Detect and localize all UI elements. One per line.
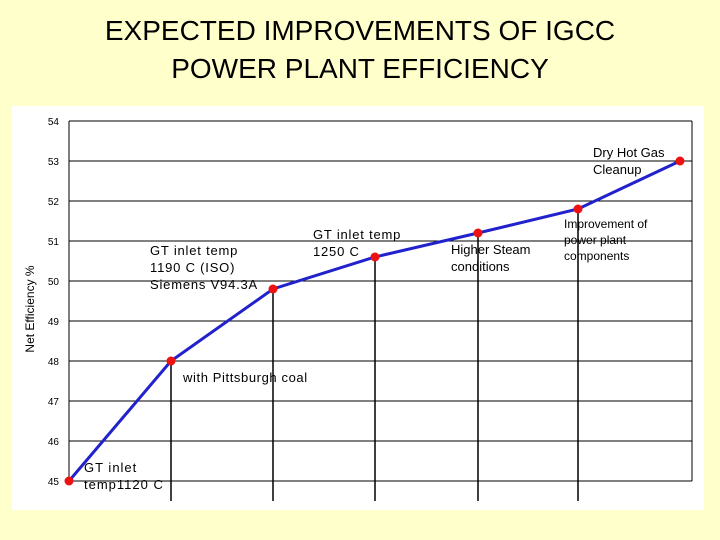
data-point [573, 204, 583, 214]
data-point [370, 252, 380, 262]
y-tick-label: 53 [48, 157, 60, 168]
annotation-line: 1190 C (ISO) [150, 260, 235, 275]
data-point [473, 228, 483, 238]
annotation-line: power plant [564, 233, 627, 247]
data-point [64, 476, 74, 486]
annotation-line: Siemens V94.3A [150, 277, 258, 292]
y-tick-label: 46 [48, 437, 60, 448]
y-tick-label: 48 [48, 357, 60, 368]
annotation-line: Higher Steam [451, 242, 530, 257]
y-tick-label: 50 [48, 277, 60, 288]
annotation-label: GT inlet temp 1190 C (ISO) Siemens V94.3A [150, 243, 258, 292]
data-point [268, 284, 278, 294]
y-tick-label: 45 [48, 477, 60, 488]
chart-area: 54 53 52 51 50 49 48 47 46 45 Net Efficiency % GT … [12, 106, 704, 510]
annotation-label: GT inlet temp 1250 C [313, 227, 401, 259]
annotation-line: components [564, 249, 629, 263]
y-axis-label: Net Efficiency % [23, 265, 37, 352]
annotation-line: temp1120 C [84, 477, 164, 492]
annotation-label: Dry Hot Gas Cleanup [593, 145, 665, 177]
annotation-label: with Pittsburgh coal [182, 370, 308, 385]
annotation-line: GT inlet temp [313, 227, 401, 242]
annotation-line: with Pittsburgh coal [182, 370, 308, 385]
data-point [675, 156, 685, 166]
efficiency-chart: 54 53 52 51 50 49 48 47 46 45 Net Efficiency % GT … [23, 117, 693, 501]
y-tick-label: 51 [48, 237, 60, 248]
y-tick-label: 54 [48, 117, 60, 128]
y-tick-label: 47 [48, 397, 60, 408]
data-point [166, 356, 176, 366]
page-title: EXPECTED IMPROVEMENTS OF IGCC POWER PLAN… [0, 12, 720, 88]
annotation-label: Improvement of power plant components [564, 217, 648, 263]
annotation-line: conditions [451, 259, 510, 274]
y-tick-label: 49 [48, 317, 60, 328]
annotation-line: Dry Hot Gas [593, 145, 665, 160]
y-tick-label: 52 [48, 197, 60, 208]
annotation-label: Higher Steam conditions [451, 242, 530, 274]
annotation-line: 1250 C [313, 244, 360, 259]
annotation-line: Improvement of [564, 217, 648, 231]
annotation-line: GT inlet [84, 460, 137, 475]
annotation-line: Cleanup [593, 162, 641, 177]
annotation-label: GT inlet temp1120 C [84, 460, 164, 492]
title-line-1: EXPECTED IMPROVEMENTS OF IGCC [104, 15, 616, 46]
title-line-2: POWER PLANT EFFICIENCY [171, 53, 549, 84]
annotation-line: GT inlet temp [150, 243, 238, 258]
